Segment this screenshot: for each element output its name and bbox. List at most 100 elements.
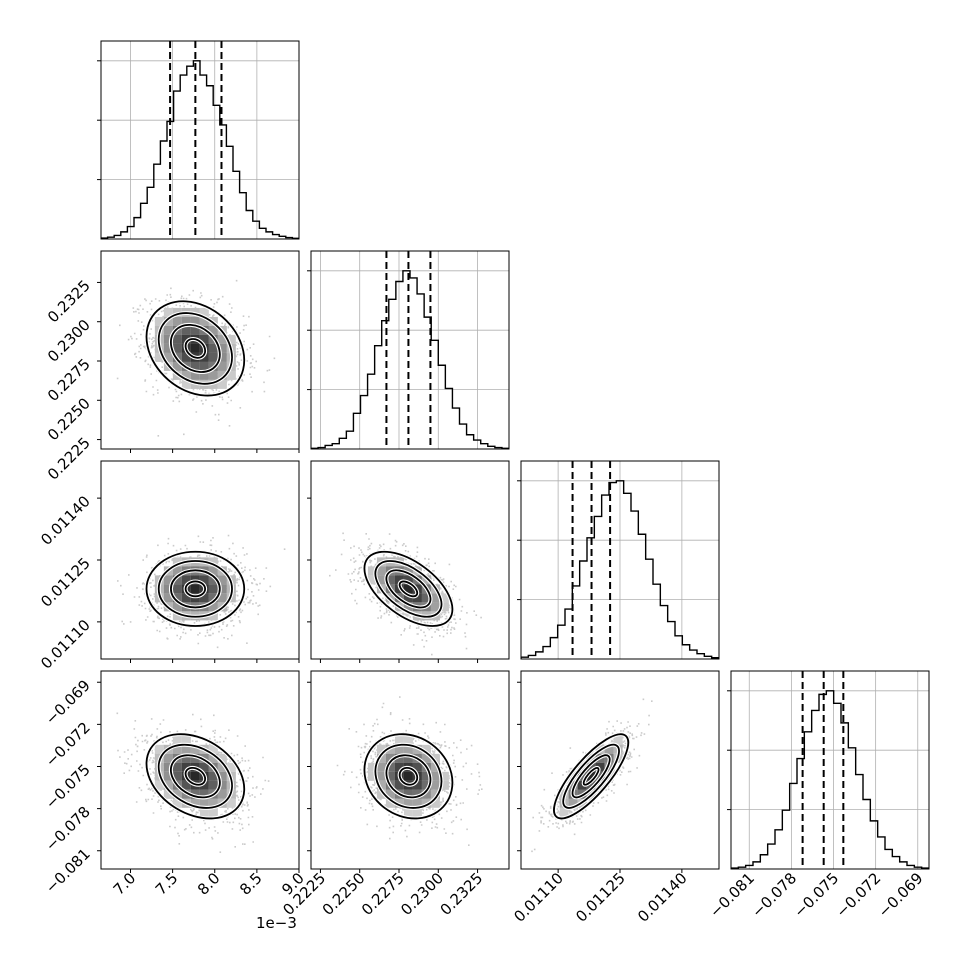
x-tick-label: 0.01140 xyxy=(634,869,691,926)
density-cell xyxy=(217,379,227,389)
density-cell xyxy=(181,379,191,389)
density-cell xyxy=(412,798,422,808)
density-cell xyxy=(190,584,200,594)
density-cell xyxy=(181,370,191,380)
x-tick-label: −0.078 xyxy=(748,869,800,921)
density-cell xyxy=(172,593,182,603)
density-cell xyxy=(208,611,218,621)
density-cell xyxy=(403,807,413,817)
density-cell xyxy=(181,735,191,745)
histogram-step xyxy=(101,60,299,239)
x-tick-label: 7.5 xyxy=(152,869,182,899)
density-cell xyxy=(217,771,227,781)
density-cell xyxy=(403,744,413,754)
contour-level-3 xyxy=(145,733,246,820)
x-tick-label: 8.0 xyxy=(194,869,224,899)
x-tick-label: 8.5 xyxy=(236,869,266,899)
contour-level-3 xyxy=(145,550,246,627)
density-frame xyxy=(100,670,300,870)
density-cell xyxy=(217,593,227,603)
density-cell xyxy=(394,753,404,763)
density-cell xyxy=(199,370,209,380)
density-cell xyxy=(226,798,236,808)
density-cell xyxy=(208,798,218,808)
density-cell xyxy=(367,575,377,585)
density-cell xyxy=(199,575,209,585)
density-cell xyxy=(439,593,449,603)
density-cell xyxy=(226,762,236,772)
density-cell xyxy=(403,593,413,603)
histogram-frame xyxy=(520,460,720,660)
density-cell xyxy=(217,352,227,362)
density-cell xyxy=(394,744,404,754)
density-cell xyxy=(181,316,191,326)
density-cell xyxy=(163,780,173,790)
density-cell xyxy=(163,325,173,335)
density-cell xyxy=(439,602,449,612)
x-tick-label: 0.2300 xyxy=(397,869,447,919)
density-cell xyxy=(439,780,449,790)
density-cell xyxy=(421,789,431,799)
contour-level-1 xyxy=(385,754,432,799)
density-cell xyxy=(613,735,623,745)
density-cell xyxy=(430,753,440,763)
contour-level-3 xyxy=(363,550,454,627)
density-panel-3-0 xyxy=(97,670,300,873)
density-cell xyxy=(181,325,191,335)
y-tick-label: −0.081 xyxy=(42,845,94,897)
density-cell xyxy=(217,334,227,344)
density-cell xyxy=(421,753,431,763)
density-cell xyxy=(181,744,191,754)
x-tick-label: 0.01125 xyxy=(572,869,629,926)
density-cell xyxy=(172,361,182,371)
density-cell xyxy=(208,370,218,380)
histogram-step xyxy=(311,270,509,449)
contour-level-2 xyxy=(562,743,620,809)
density-cell xyxy=(577,780,587,790)
density-cell xyxy=(208,557,218,567)
density-cell xyxy=(385,753,395,763)
density-cell xyxy=(376,753,386,763)
x-tick-label: 0.2250 xyxy=(319,869,369,919)
density-cell xyxy=(430,789,440,799)
density-cell xyxy=(199,334,209,344)
density-cell xyxy=(172,744,182,754)
density-cell xyxy=(367,771,377,781)
density-cell xyxy=(172,798,182,808)
contour-level-0 xyxy=(398,766,419,786)
density-cell xyxy=(376,780,386,790)
density-cell xyxy=(376,575,386,585)
y-tick-label: 0.01110 xyxy=(37,616,94,673)
density-cell xyxy=(163,352,173,362)
density-cell xyxy=(199,361,209,371)
y-tick-label: 0.2225 xyxy=(44,434,94,484)
density-cell xyxy=(403,771,413,781)
x-tick-label: −0.081 xyxy=(706,869,758,921)
density-cell xyxy=(385,789,395,799)
density-cell xyxy=(412,789,422,799)
density-cell xyxy=(430,771,440,781)
density-cell xyxy=(199,762,209,772)
density-cell xyxy=(403,584,413,594)
density-cell xyxy=(181,753,191,763)
contour-level-1 xyxy=(170,754,221,799)
x-tick-label: 0.2325 xyxy=(437,869,487,919)
density-cell xyxy=(421,771,431,781)
density-cell xyxy=(385,771,395,781)
density-cell xyxy=(190,325,200,335)
density-cell xyxy=(172,334,182,344)
density-cell xyxy=(394,762,404,772)
y-tick-label: 0.2275 xyxy=(44,355,94,405)
density-frame xyxy=(100,250,300,450)
contour-level-0 xyxy=(398,580,419,598)
y-tick-label: 0.2325 xyxy=(44,277,94,327)
density-cell xyxy=(181,780,191,790)
density-cell xyxy=(403,789,413,799)
histogram-panel-0 xyxy=(97,40,300,240)
density-cell xyxy=(208,780,218,790)
density-cell xyxy=(190,361,200,371)
density-cell xyxy=(181,593,191,603)
density-cell xyxy=(586,771,596,781)
density-cell xyxy=(412,807,422,817)
